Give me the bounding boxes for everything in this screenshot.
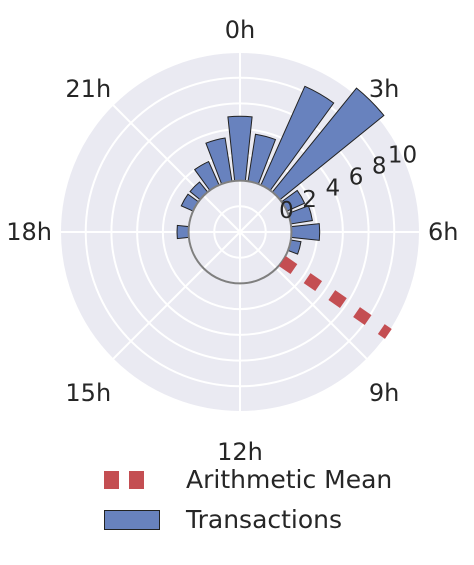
ring-gridline — [110, 102, 370, 362]
theta-label: 21h — [65, 75, 111, 103]
theta-label: 3h — [369, 75, 399, 103]
ring-gridline — [84, 76, 396, 388]
theta-label: 6h — [428, 218, 458, 246]
transaction-bar — [176, 224, 190, 240]
theta-label: 15h — [65, 379, 111, 407]
r-tick-label: 6 — [349, 165, 364, 191]
r-tick-label: 4 — [326, 176, 341, 202]
ring-gridline — [213, 205, 267, 259]
radial-gridline — [239, 231, 368, 360]
theta-label: 18h — [6, 218, 52, 246]
theta-label: 12h — [217, 438, 263, 466]
r-tick-label: 10 — [388, 143, 417, 169]
theta-label: 0h — [225, 16, 255, 44]
r-tick-label: 8 — [372, 154, 387, 180]
radial-gridline — [112, 231, 241, 360]
transaction-bar — [290, 223, 321, 241]
mean-line — [278, 256, 392, 339]
zero-circle — [187, 179, 293, 285]
r-tick-label: 0 — [279, 198, 294, 224]
theta-label: 9h — [369, 379, 399, 407]
ring-gridline — [59, 51, 421, 413]
r-tick-label: 2 — [302, 187, 317, 213]
radial-gridline — [112, 104, 241, 233]
